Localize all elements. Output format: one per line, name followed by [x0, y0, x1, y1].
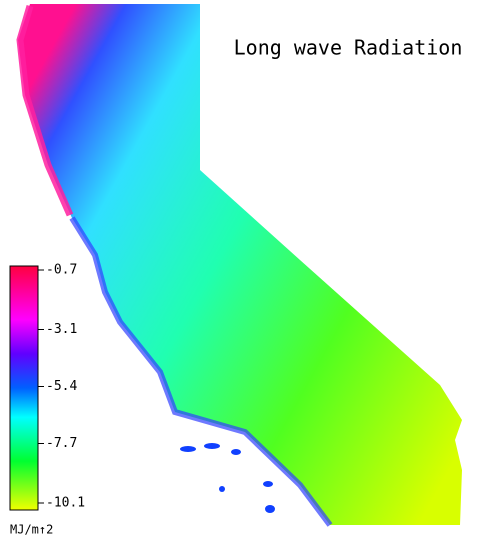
- island: [265, 505, 275, 513]
- island: [180, 446, 196, 452]
- coast-band: [16, 5, 74, 217]
- legend-unit: MJ/m↑2: [10, 523, 53, 537]
- legend-tick-label: -10.1: [46, 496, 85, 511]
- island: [219, 486, 225, 492]
- island: [263, 481, 273, 487]
- legend-tick-label: -0.7: [46, 263, 77, 278]
- island: [231, 449, 241, 455]
- coast-band: [69, 216, 333, 527]
- island: [204, 443, 220, 449]
- legend-tick-label: -5.4: [46, 379, 77, 394]
- legend-tick-label: -3.1: [46, 322, 77, 337]
- legend-tick-label: -7.7: [46, 436, 77, 451]
- color-legend: MJ/m↑2 -0.7 -3.1 -5.4 -7.7 -10.1: [9, 263, 85, 537]
- map-title: Long wave Radiation: [234, 36, 463, 60]
- state-shape: [18, 4, 462, 525]
- california-map: [16, 4, 462, 527]
- color-bar: [9, 265, 39, 511]
